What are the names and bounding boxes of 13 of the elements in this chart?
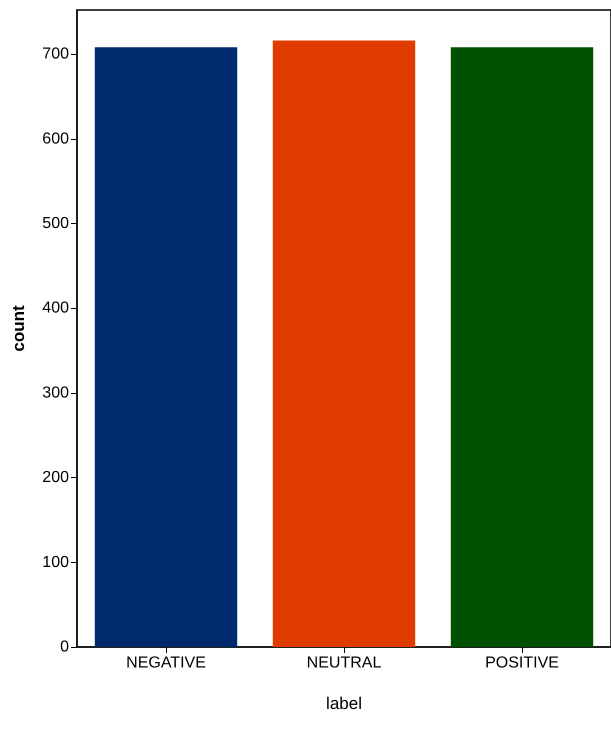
y-tick-label: 200 xyxy=(42,469,70,486)
x-tick-label: POSITIVE xyxy=(485,654,559,672)
y-tick-label: 500 xyxy=(42,214,70,232)
y-tick-label: 0 xyxy=(60,638,70,656)
y-tick-label: 400 xyxy=(42,300,70,317)
y-axis-title: count xyxy=(9,305,28,352)
x-tick-label: NEGATIVE xyxy=(126,654,206,672)
y-tick-label: 700 xyxy=(42,46,70,63)
y-tick-label: 100 xyxy=(42,554,70,571)
x-axis-title: label xyxy=(326,694,362,713)
y-tick-label: 600 xyxy=(42,130,70,148)
x-tick-label: NEUTRAL xyxy=(306,654,382,672)
y-tick-label: 300 xyxy=(42,384,70,402)
